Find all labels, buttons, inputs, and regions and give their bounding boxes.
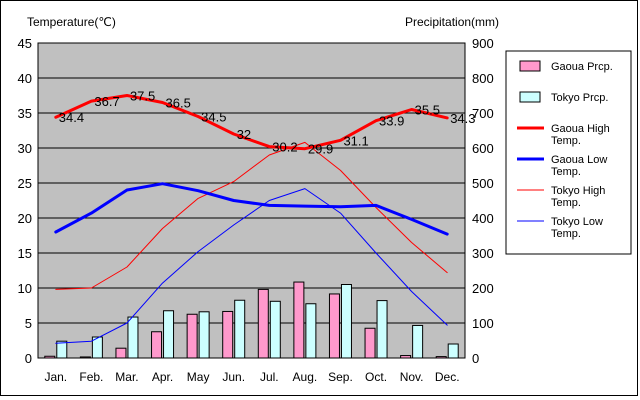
data-label: 34.5 [201,110,226,125]
right-tick-label: 600 [472,141,494,156]
precipitation-bars [44,281,459,359]
bar-gaoua-prcp [222,310,234,359]
bar-tokyo-prcp [91,336,103,359]
bar-tokyo-prcp [340,284,352,359]
left-tick-label: 45 [18,36,32,51]
right-tick-label: 900 [472,36,494,51]
temperature-lines [54,94,449,344]
line-gaoua-high [54,94,449,151]
x-axis-ticks: Jan. Feb. Mar. Apr. May Jun. Jul. Aug. Sep. Oct. N… [44,370,459,384]
x-tick-label: Mar. [115,370,138,384]
left-tick-label: 10 [18,281,32,296]
x-tick-label: Sep. [328,370,353,384]
legend-box [505,50,632,255]
legend-label: Temp. [551,197,581,209]
bar-gaoua-prcp [435,356,447,359]
data-label: 31.1 [343,133,368,148]
bar-gaoua-prcp [257,288,269,359]
bar-gaoua-prcp [151,331,163,359]
right-tick-label: 400 [472,211,494,226]
line-tokyo-high [55,141,448,290]
legend-label: Gaoua Low [551,154,607,166]
x-tick-label: Jul. [260,370,279,384]
legend-label: Temp. [551,166,581,178]
line-tokyo-low [55,188,448,344]
bar-tokyo-prcp [269,300,281,359]
data-label: 37.5 [130,89,155,104]
x-tick-label: Dec. [435,370,460,384]
bar-gaoua-prcp [79,356,91,359]
bar-tokyo-prcp [127,316,139,359]
legend-label: Temp. [551,135,581,147]
data-label: 36.5 [166,96,191,111]
left-tick-label: 0 [25,351,32,366]
data-label: 29.9 [308,142,333,157]
data-label: 34.3 [450,111,475,126]
bar-tokyo-prcp [234,299,246,359]
x-tick-label: May [187,370,210,384]
left-tick-label: 15 [18,246,32,261]
bar-tokyo-prcp [376,300,388,359]
bar-gaoua-prcp [186,313,198,359]
right-tick-label: 0 [472,351,479,366]
legend-label: Tokyo Low [551,216,603,228]
x-tick-label: Jun. [222,370,245,384]
legend-swatch-bar [519,60,541,72]
left-tick-label: 35 [18,106,32,121]
bar-tokyo-prcp [163,310,175,359]
right-axis-ticks: 0 100 200 300 400 500 600 700 800 900 [472,36,494,366]
x-tick-label: Nov. [400,370,424,384]
line-gaoua-low [54,182,449,236]
gaoua-high-data-labels: 34.4 36.7 37.5 36.5 34.5 32 30.2 29.9 31.1 33.9 35… [59,89,476,157]
legend-label: Tokyo High [551,185,605,197]
legend-label: Gaoua High [551,123,610,135]
legend-swatch-bar [519,91,541,103]
bar-gaoua-prcp [328,293,340,359]
bar-tokyo-prcp [447,343,459,359]
left-tick-label: 40 [18,71,32,86]
bar-gaoua-prcp [115,347,127,359]
left-axis-title: Temperature(℃) [27,15,116,29]
bar-gaoua-prcp [400,355,412,359]
legend-label: Gaoua Prcp. [551,61,613,73]
right-tick-label: 100 [472,316,494,331]
bar-tokyo-prcp [412,324,424,359]
data-label: 34.4 [59,110,84,125]
gridlines [38,77,465,324]
legend-label: Temp. [551,228,581,240]
x-tick-label: Aug. [293,370,318,384]
right-tick-label: 300 [472,246,494,261]
data-label: 32 [237,127,251,142]
left-tick-label: 30 [18,141,32,156]
left-tick-label: 5 [25,316,32,331]
right-tick-label: 700 [472,106,494,121]
bar-gaoua-prcp [44,355,56,359]
data-label: 30.2 [272,140,297,155]
legend-label: Tokyo Prcp. [551,92,608,104]
bar-tokyo-prcp [305,303,317,359]
right-axis-title: Precipitation(mm) [405,15,499,29]
right-tick-label: 500 [472,176,494,191]
left-tick-label: 25 [18,176,32,191]
right-tick-label: 800 [472,71,494,86]
left-axis-ticks: 0 5 10 15 20 25 30 35 40 45 [18,36,32,366]
x-tick-label: Feb. [79,370,103,384]
left-tick-label: 20 [18,211,32,226]
bar-gaoua-prcp [293,281,305,359]
bar-tokyo-prcp [198,311,210,359]
right-tick-label: 200 [472,281,494,296]
bar-gaoua-prcp [364,327,376,359]
bar-tokyo-prcp [56,340,68,359]
x-tick-label: Oct. [365,370,387,384]
data-label: 33.9 [379,114,404,129]
x-tick-label: Jan. [44,370,67,384]
data-label: 35.5 [415,103,440,118]
plot-area [37,42,466,359]
legend: Gaoua Prcp.Tokyo Prcp.Gaoua HighTemp.Gao… [517,60,613,240]
data-label: 36.7 [94,94,119,109]
x-tick-label: Apr. [152,370,173,384]
